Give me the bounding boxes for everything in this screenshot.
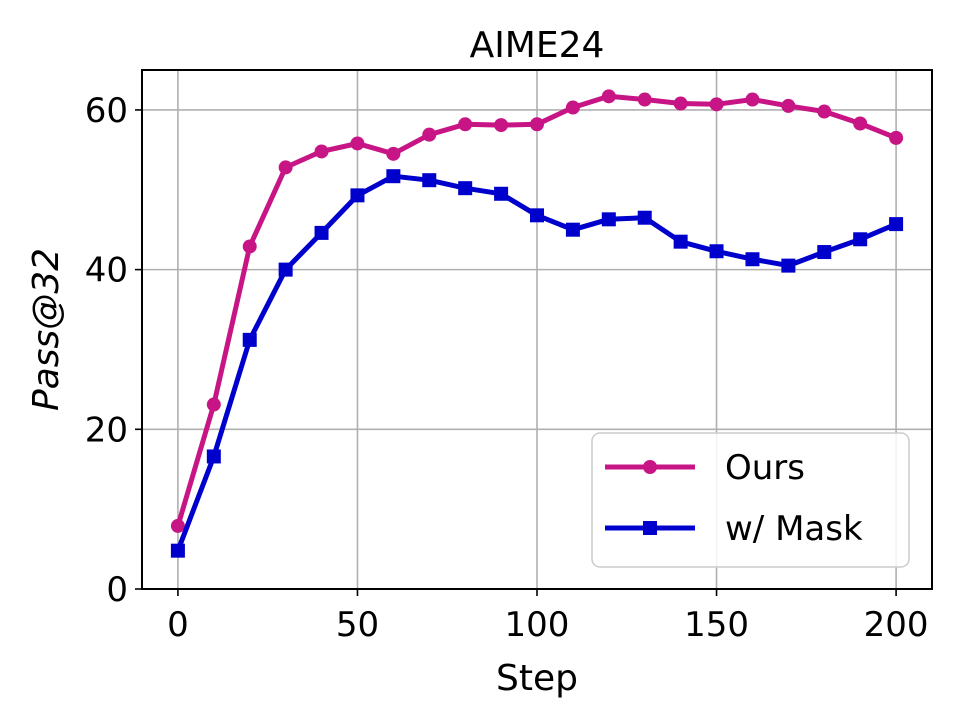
data-point-marker <box>458 181 473 196</box>
data-point-marker <box>709 97 724 112</box>
data-point-marker <box>278 160 293 175</box>
legend: Ours w/ Mask <box>591 432 910 568</box>
legend-label: w/ Mask <box>725 509 863 549</box>
data-point-marker <box>565 222 580 237</box>
x-tick-label: 100 <box>505 605 570 645</box>
data-point-marker <box>494 186 509 201</box>
data-point-marker <box>889 130 904 145</box>
legend-label: Ours <box>725 448 805 488</box>
data-point-marker <box>853 232 868 247</box>
data-point-marker <box>206 449 221 464</box>
legend-marker-circle <box>643 460 657 474</box>
data-point-marker <box>386 146 401 161</box>
data-point-marker <box>278 262 293 277</box>
data-point-marker <box>745 92 760 107</box>
chart-title: AIME24 <box>470 25 605 66</box>
data-point-marker <box>673 234 688 249</box>
data-point-marker <box>350 136 365 151</box>
data-point-marker <box>530 208 544 223</box>
data-point-marker <box>709 244 724 259</box>
data-point-marker <box>637 210 652 225</box>
x-tick-label: 150 <box>684 605 749 645</box>
legend-marker-square <box>643 521 657 535</box>
data-point-marker <box>853 116 868 131</box>
x-tick-label: 200 <box>864 605 929 645</box>
data-point-marker <box>601 89 616 104</box>
data-point-marker <box>458 117 473 132</box>
data-point-marker <box>242 332 257 347</box>
data-point-marker <box>422 127 437 142</box>
data-point-marker <box>350 188 365 203</box>
data-point-marker <box>314 225 329 240</box>
data-point-marker <box>817 104 832 119</box>
y-axis-label: Pass@32 <box>26 248 67 411</box>
data-point-marker <box>422 173 437 188</box>
data-point-marker <box>565 100 580 115</box>
data-point-marker <box>781 98 796 113</box>
data-point-marker <box>781 258 796 273</box>
data-point-marker <box>745 252 760 267</box>
series-layer <box>170 89 904 558</box>
x-axis-label: Step <box>496 658 578 699</box>
data-point-marker <box>673 96 688 111</box>
data-point-marker <box>386 169 401 184</box>
data-point-marker <box>530 117 544 132</box>
data-point-marker <box>637 92 652 107</box>
data-point-marker <box>206 397 221 412</box>
data-point-marker <box>170 518 185 533</box>
data-point-marker <box>817 245 832 260</box>
data-point-marker <box>889 217 904 232</box>
data-point-marker <box>601 212 616 227</box>
x-tick-label: 0 <box>167 605 189 645</box>
data-point-marker <box>314 144 329 159</box>
axis-ticks: 0 50 100 150 200 0 20 40 60 <box>85 91 929 645</box>
data-point-marker <box>494 118 509 133</box>
data-point-marker <box>170 543 185 558</box>
y-tick-label: 40 <box>85 251 128 291</box>
data-point-marker <box>242 239 257 254</box>
y-tick-label: 60 <box>85 91 128 131</box>
y-tick-label: 20 <box>85 410 128 450</box>
y-tick-label: 0 <box>106 570 128 610</box>
x-tick-label: 50 <box>336 605 379 645</box>
